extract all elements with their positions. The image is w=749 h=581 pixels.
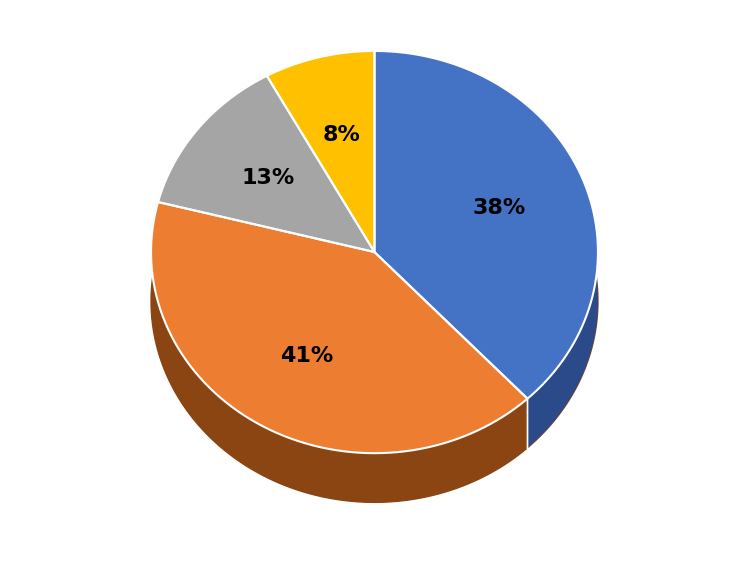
Text: 38%: 38% bbox=[473, 198, 526, 218]
Text: 13%: 13% bbox=[242, 168, 295, 188]
Polygon shape bbox=[527, 202, 598, 448]
Text: 41%: 41% bbox=[279, 346, 333, 366]
Text: 8%: 8% bbox=[322, 125, 360, 145]
Polygon shape bbox=[267, 51, 374, 252]
Polygon shape bbox=[151, 202, 527, 503]
Polygon shape bbox=[374, 51, 598, 399]
Polygon shape bbox=[158, 76, 374, 252]
Polygon shape bbox=[151, 202, 527, 453]
Polygon shape bbox=[151, 100, 598, 503]
